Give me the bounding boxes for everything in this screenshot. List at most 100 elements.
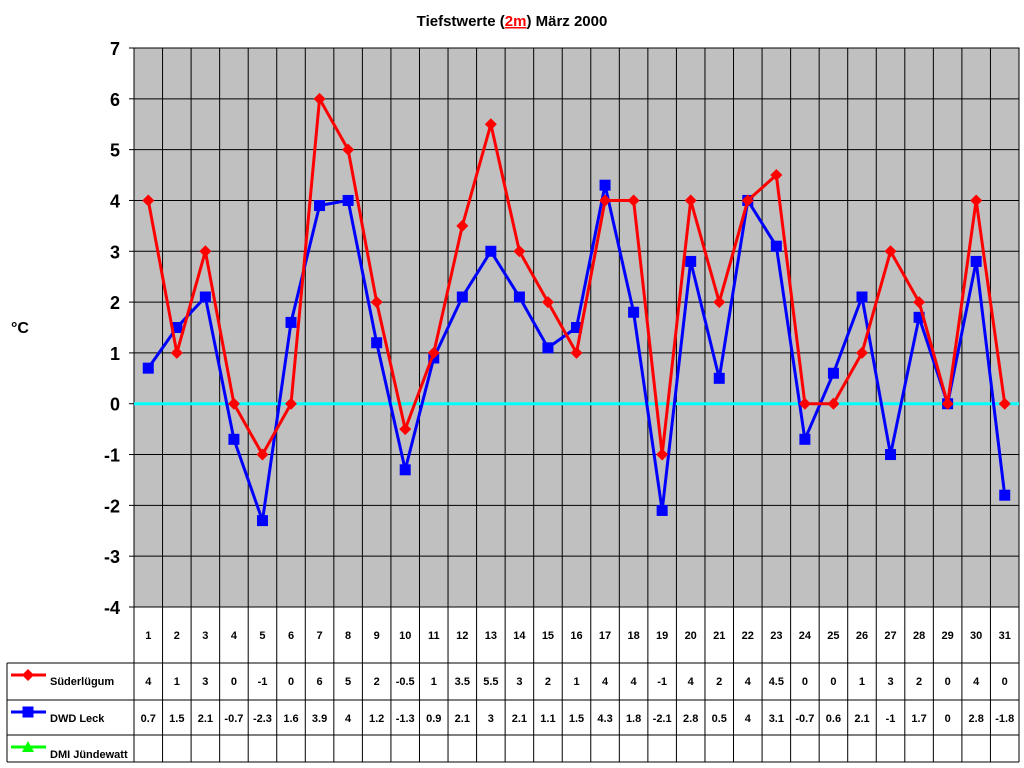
table-value: 0 xyxy=(802,676,808,688)
chart-title: Tiefstwerte (2m) März 2000 xyxy=(417,13,608,30)
table-value: 4 xyxy=(745,713,752,725)
x-tick-label: 28 xyxy=(913,630,925,642)
x-tick-label: 24 xyxy=(799,630,812,642)
table-value: 0 xyxy=(231,676,237,688)
x-tick-label: 9 xyxy=(374,630,380,642)
table-value: 1.5 xyxy=(169,713,184,725)
y-tick-label: 0 xyxy=(110,395,120,415)
table-value: 2.1 xyxy=(198,713,213,725)
data-point xyxy=(427,346,440,359)
data-point xyxy=(571,322,582,333)
x-tick-label: 31 xyxy=(999,630,1011,642)
table-value: 4 xyxy=(973,676,980,688)
x-tick-label: 18 xyxy=(627,630,639,642)
table-value: 0 xyxy=(945,676,951,688)
data-point xyxy=(256,515,268,527)
table-value: 1.7 xyxy=(911,713,926,725)
data-point xyxy=(941,397,954,410)
legend-key-marker xyxy=(22,669,34,681)
data-point xyxy=(599,179,611,191)
table-value: 0 xyxy=(945,713,951,725)
y-tick-label: 1 xyxy=(110,344,120,364)
y-tick-label: -4 xyxy=(104,598,120,618)
data-point xyxy=(485,245,497,257)
data-point xyxy=(856,291,868,303)
table-value: 3.1 xyxy=(769,713,784,725)
table-value: 1 xyxy=(431,676,437,688)
x-tick-label: 3 xyxy=(202,630,208,642)
data-point xyxy=(342,194,354,206)
data-point xyxy=(628,306,640,318)
data-point xyxy=(885,449,897,461)
y-tick-label: 6 xyxy=(110,90,120,110)
x-tick-label: 14 xyxy=(513,630,526,642)
data-point xyxy=(998,397,1011,410)
legend-label: DWD Leck xyxy=(50,713,105,725)
x-tick-label: 11 xyxy=(428,630,440,642)
x-tick-label: 12 xyxy=(456,630,468,642)
x-tick-label: 10 xyxy=(399,630,411,642)
y-tick-label: 7 xyxy=(110,39,120,59)
data-point xyxy=(227,397,240,410)
data-point xyxy=(170,346,183,359)
table-value: 1 xyxy=(174,676,180,688)
y-axis-ticks: -4 -3 -2 -1 0 1 2 3 4 5 6 7 xyxy=(104,39,134,618)
table-value: -1.3 xyxy=(396,713,415,725)
table-value: 0 xyxy=(288,676,294,688)
table-value: 4 xyxy=(631,676,638,688)
legend-key-marker xyxy=(22,706,34,718)
data-point xyxy=(913,311,925,323)
x-tick-label: 23 xyxy=(770,630,782,642)
data-point xyxy=(199,245,212,258)
x-tick-label: 15 xyxy=(542,630,554,642)
data-point xyxy=(142,362,154,374)
data-point xyxy=(228,433,240,445)
y-tick-label: -3 xyxy=(104,547,120,567)
data-point xyxy=(999,489,1011,501)
table-value: 4 xyxy=(688,676,695,688)
data-point xyxy=(285,316,297,328)
data-point xyxy=(342,143,355,156)
table-value: 1.2 xyxy=(369,713,384,725)
table-value: 0.9 xyxy=(426,713,441,725)
table-value: 6 xyxy=(317,676,323,688)
x-tick-label: 1 xyxy=(145,630,151,642)
data-point xyxy=(542,342,554,354)
x-tick-label: 17 xyxy=(599,630,611,642)
data-point xyxy=(827,397,840,410)
table-value: 0.7 xyxy=(141,713,156,725)
y-tick-label: 2 xyxy=(110,293,120,313)
table-value: -0.7 xyxy=(795,713,814,725)
data-point xyxy=(399,423,412,436)
x-tick-label: 25 xyxy=(827,630,839,642)
x-tick-label: 2 xyxy=(174,630,180,642)
table-value: 2 xyxy=(916,676,922,688)
table-value: 3.5 xyxy=(455,676,470,688)
x-tick-label: 20 xyxy=(685,630,697,642)
x-tick-label: 26 xyxy=(856,630,868,642)
table-value: 2.8 xyxy=(969,713,984,725)
table-value: 3 xyxy=(202,676,208,688)
data-point xyxy=(484,118,497,131)
table-value: 1.6 xyxy=(283,713,298,725)
data-point xyxy=(313,92,326,105)
x-tick-label: 5 xyxy=(259,630,265,642)
legend-label: DMI Jündewatt xyxy=(50,749,128,761)
data-point xyxy=(741,194,754,207)
y-tick-label: -1 xyxy=(104,446,120,466)
table-value: -0.5 xyxy=(396,676,415,688)
data-point xyxy=(142,194,155,207)
table-value: 1 xyxy=(573,676,579,688)
table-value: 2 xyxy=(716,676,722,688)
x-tick-label: 30 xyxy=(970,630,982,642)
data-point xyxy=(599,194,612,207)
table-value: -1 xyxy=(258,676,268,688)
table-value: -1.8 xyxy=(995,713,1014,725)
table-value: 0.6 xyxy=(826,713,841,725)
table-value: 1 xyxy=(859,676,865,688)
y-tick-label: -2 xyxy=(104,496,120,516)
data-point xyxy=(171,322,183,333)
data-point xyxy=(371,337,383,349)
chart-title-highlight: 2m xyxy=(505,13,527,30)
data-point xyxy=(713,296,726,309)
